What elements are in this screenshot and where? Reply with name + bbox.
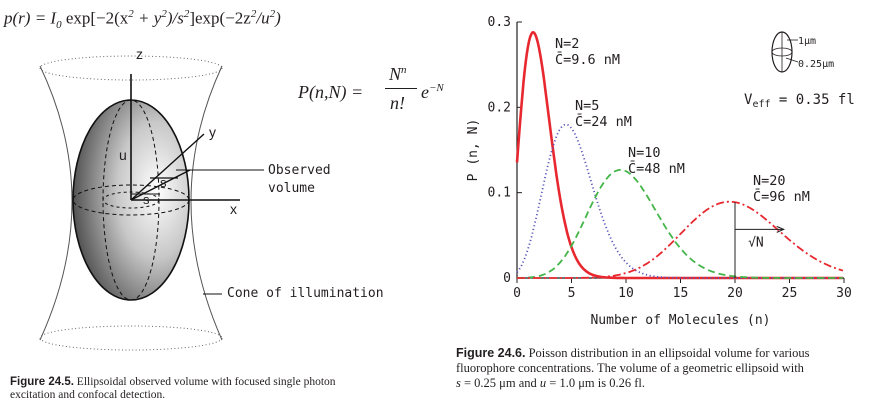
figure-24-5: p(r) = I0 exp[−2(x2 + y2)/s2]exp(−2z2/u2…: [0, 0, 444, 412]
formula-part: ]exp(−2z: [189, 8, 251, 28]
formula-part: + y: [133, 8, 162, 28]
label-x: x: [230, 201, 237, 217]
inset-s-pointer: [785, 57, 799, 63]
series-label-N2: N=2: [555, 36, 579, 52]
formula-part: 2: [183, 8, 190, 20]
x-tick-label: 10: [618, 286, 634, 301]
caption-text: = 0.25 μm and: [460, 376, 540, 390]
x-tick-label: 5: [568, 286, 576, 301]
formula-part: exp[−2(x: [61, 8, 129, 28]
u-radius: [130, 169, 191, 201]
label-s-top: s: [160, 175, 167, 190]
cone-right-edge: [190, 65, 223, 341]
x-axis-label: Number of Molecules (n): [590, 313, 770, 328]
caption-24-6: Figure 24.6. Poisson distribution in an …: [456, 346, 866, 391]
caption-text: excitation and confocal detection.: [10, 389, 166, 401]
formula-part: 2: [250, 8, 257, 20]
intensity-formula: p(r) = I0 exp[−2(x2 + y2)/s2]exp(−2z2/u2…: [4, 8, 281, 31]
series-line-N10: [516, 169, 843, 279]
series-label-N5: N=5: [575, 98, 599, 114]
label-z: z: [136, 46, 143, 62]
veff-label: Veff = 0.35 fl: [744, 92, 855, 110]
caption-text: fluorophore concentrations. The volume o…: [456, 361, 804, 375]
label-cone: Cone of illumination: [227, 286, 384, 301]
series-conc-N10: C̄=48 nM: [628, 160, 685, 177]
cone-left-edge: [39, 65, 73, 341]
series-conc-N5: C̄=24 nM: [575, 113, 632, 130]
ellipsoid-diagram: [39, 55, 264, 351]
series-line-N20: [517, 200, 844, 279]
label-u: u: [119, 147, 127, 163]
caption-text: Ellipsoidal observed volume with focused…: [73, 376, 336, 388]
caption-text: s: [456, 376, 461, 390]
x-tick-label: 30: [836, 286, 852, 301]
inset-s-label: 0.25μm: [798, 59, 834, 70]
formula-exp: e−N: [421, 82, 444, 102]
formula-part: )/s: [166, 8, 184, 28]
label-y: y: [209, 124, 216, 140]
caption-label: Figure 24.5.: [10, 376, 74, 388]
formula-part: 0: [56, 19, 62, 32]
formula-part: p(r) = I: [4, 8, 57, 28]
y-tick-label: 0.1: [488, 186, 511, 201]
formula-lhs: P(n,N) =: [298, 82, 364, 102]
y-tick-label: 0: [503, 271, 511, 286]
y-axis: [130, 133, 205, 201]
poisson-chart: 0 5 10 15 20 25 30 0 0.1 0.2 0.3 Number of Molecule…: [466, 15, 855, 328]
inset-u-label: 1μm: [798, 36, 816, 47]
caption-label: Figure 24.6.: [456, 346, 526, 360]
observed-line-1: Observed: [268, 163, 331, 178]
label-s-bottom: s: [143, 192, 150, 207]
figure-24-6: 0 5 10 15 20 25 30 0 0.1 0.2 0.3 Number of Molecule…: [410, 0, 869, 412]
series-label-N10: N=10: [628, 145, 661, 161]
x-tick-label: 20: [727, 286, 743, 301]
y-tick-label: 0.2: [488, 100, 511, 115]
series-line-N2: [515, 30, 843, 280]
sqrtN-label: √N: [748, 235, 764, 250]
label-observed: Observed volume: [268, 162, 331, 198]
caption-text: = 1.0 μm is 0.26 fl.: [546, 376, 645, 390]
y-tick-label: 0.3: [488, 15, 511, 30]
x-tick-label: 15: [673, 286, 689, 301]
x-tick-label: 0: [513, 286, 521, 301]
y-axis-label: P (n, N): [466, 119, 481, 182]
series-conc-N20: C̄=96 nM: [753, 188, 810, 205]
series-line-N5: [516, 123, 843, 279]
series-conc-N2: C̄=9.6 nM: [555, 51, 620, 68]
caption-text: Poisson distribution in an ellipsoidal v…: [525, 346, 810, 360]
cone-top-ellipse: [39, 55, 223, 81]
formula-part: 2: [161, 8, 167, 20]
formula-numerator: Nn: [389, 64, 407, 84]
formula-denominator: n!: [390, 93, 405, 113]
caption-text: u: [539, 376, 547, 390]
sqrtN-arrowhead: [776, 225, 785, 233]
caption-24-5: Figure 24.5. Ellipsoidal observed volume…: [10, 376, 395, 402]
fraction-bar: [385, 88, 417, 89]
formula-part: 2: [269, 8, 276, 20]
formula-part: /u: [256, 8, 270, 28]
formula-part: 2: [128, 8, 134, 20]
observed-line-2: volume: [268, 181, 315, 196]
x-tick-label: 25: [782, 286, 798, 301]
series-label-N20: N=20: [753, 173, 786, 189]
cone-bottom-ellipse: [39, 325, 223, 351]
formula-part: ): [275, 8, 281, 28]
